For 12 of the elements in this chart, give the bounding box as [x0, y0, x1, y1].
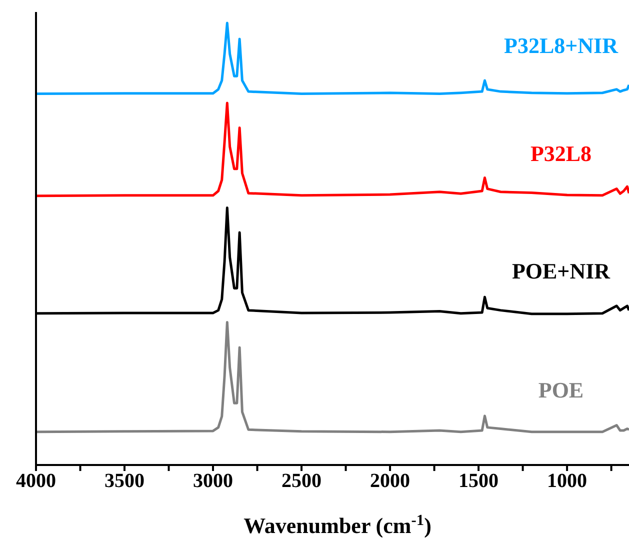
x-tick-label: 3500: [104, 470, 145, 492]
x-tick-label: 2500: [282, 470, 322, 492]
x-tick-label: 2000: [370, 470, 410, 492]
x-axis-title: Wavenumber (cm$^{-1}$): [244, 512, 432, 538]
series-label: P32L8: [530, 141, 592, 166]
series-label: POE+NIR: [512, 258, 612, 284]
x-tick-label: 1500: [458, 470, 499, 492]
x-tick-label: 3000: [193, 470, 234, 492]
x-tick-label: 4000: [16, 470, 56, 492]
series-label: POE: [538, 378, 584, 403]
x-tick-label: 1000: [547, 470, 588, 492]
series-label: P32L8+NIR: [504, 32, 620, 58]
